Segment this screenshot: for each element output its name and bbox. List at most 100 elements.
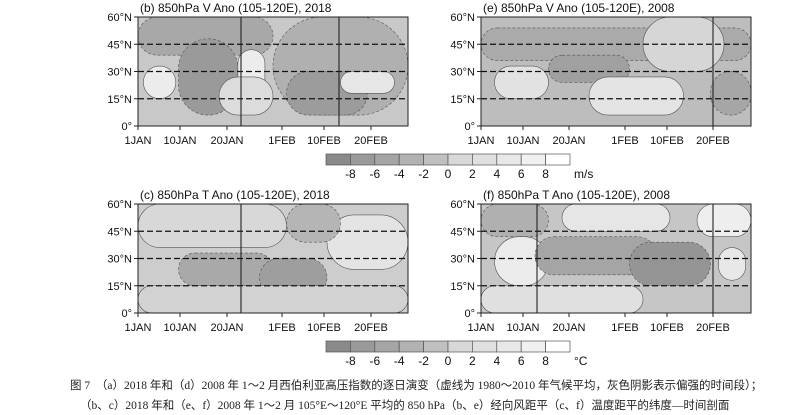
x-tick-label: 10FEB — [307, 322, 341, 334]
figure-canvas: (b) 850hPa V Ano (105-120E), 2018 60°N 45°… — [107, 1, 752, 368]
colorbar-swatch — [545, 153, 571, 166]
panel-b: (b) 850hPa V Ano (105-120E), 2018 60°N 45°… — [107, 1, 409, 147]
y-tick-label: 30°N — [450, 254, 475, 266]
y-tick-label: 60°N — [450, 12, 475, 24]
x-tick-label: 1FEB — [268, 135, 296, 147]
x-tick-label: 20FEB — [696, 322, 730, 334]
contour-region — [718, 247, 746, 281]
colorbar-label: 6 — [518, 167, 525, 181]
y-tick-label: 15°N — [450, 94, 475, 106]
x-tick-label: 20FEB — [354, 135, 388, 147]
colorbar-swatch — [325, 340, 351, 353]
y-tick-label: 45°N — [107, 39, 132, 51]
colorbar-label: -4 — [394, 167, 405, 181]
contour-region — [588, 76, 684, 116]
panel-title: (b) 850hPa V Ano (105-120E), 2018 — [140, 1, 332, 15]
colorbar-label: 0 — [445, 354, 452, 368]
y-tick-label: 45°N — [450, 226, 475, 238]
y-tick-label: 0° — [121, 121, 132, 133]
y-tick-label: 45°N — [450, 39, 475, 51]
x-tick-label: 1JAN — [125, 135, 152, 147]
panel-e: (e) 850hPa V Ano (105-120E), 2008 60°N 45°… — [450, 1, 752, 147]
colorbar-swatch — [496, 340, 522, 353]
contour-region — [137, 16, 274, 56]
x-tick-label: 1FEB — [268, 322, 296, 334]
x-tick-label: 20JAN — [210, 322, 243, 334]
y-tick-label: 0° — [121, 308, 132, 320]
panel-c: (c) 850hPa T Ano (105-120E), 2018 60°N 45°… — [107, 188, 409, 334]
colorbar-label: 8 — [542, 167, 549, 181]
colorbar-swatch — [350, 153, 376, 166]
panel-title: (c) 850hPa T Ano (105-120E), 2018 — [140, 188, 330, 202]
contour-region — [548, 54, 630, 83]
y-tick-label: 0° — [464, 121, 475, 133]
contour-region — [137, 203, 287, 248]
colorbar-swatch — [472, 340, 498, 353]
x-tick-label: 10JAN — [163, 135, 196, 147]
colorbar-label: -2 — [418, 354, 429, 368]
colorbar-label: -6 — [369, 354, 380, 368]
colorbar-swatch — [398, 153, 424, 166]
y-tick-label: 60°N — [107, 12, 132, 24]
x-tick-label: 20FEB — [696, 135, 730, 147]
contour-region — [480, 285, 644, 314]
y-tick-label: 60°N — [450, 199, 475, 211]
y-tick-label: 0° — [464, 308, 475, 320]
colorbar-swatch — [447, 153, 473, 166]
contour-region — [286, 203, 341, 243]
colorbar-label: -4 — [394, 354, 405, 368]
x-tick-label: 20JAN — [552, 135, 585, 147]
x-tick-label: 10JAN — [163, 322, 196, 334]
colorbar-label: 6 — [518, 354, 525, 368]
contour-region — [710, 71, 752, 116]
x-tick-label: 10JAN — [506, 322, 539, 334]
colorbar-swatch — [496, 153, 522, 166]
x-tick-label: 1FEB — [611, 135, 639, 147]
colorbar-swatch — [447, 340, 473, 353]
y-tick-label: 30°N — [107, 67, 132, 79]
y-tick-label: 15°N — [107, 281, 132, 293]
figure-caption-line2: （b、c）2018 年和（e、f）2008 年 1～2 月 105°E～120°… — [80, 400, 730, 412]
panel-title: (f) 850hPa T Ano (105-120E), 2008 — [483, 188, 670, 202]
colorbar-swatch — [520, 340, 546, 353]
colorbar-label: 0 — [445, 167, 452, 181]
y-tick-label: 30°N — [107, 254, 132, 266]
x-tick-label: 20JAN — [552, 322, 585, 334]
colorbar-label: -8 — [345, 167, 356, 181]
x-tick-label: 20JAN — [210, 135, 243, 147]
colorbar-swatch — [325, 153, 351, 166]
contour-region — [629, 241, 711, 287]
contour-region — [137, 285, 409, 314]
x-tick-label: 1JAN — [468, 322, 495, 334]
colorbar-label: 2 — [469, 167, 476, 181]
colorbar-label: -8 — [345, 354, 356, 368]
y-tick-label: 15°N — [450, 281, 475, 293]
x-tick-label: 1JAN — [468, 135, 495, 147]
contour-region — [340, 71, 395, 94]
colorbar-swatch — [398, 340, 424, 353]
contour-region — [218, 76, 274, 116]
x-tick-label: 20FEB — [354, 322, 388, 334]
colorbar-1: -8 -6 -4 -2 0 2 4 6 8 m/s — [325, 153, 593, 181]
colorbar-label: 4 — [493, 354, 500, 368]
x-tick-label: 10FEB — [307, 135, 341, 147]
colorbar-swatch — [545, 340, 571, 353]
colorbar-label: 2 — [469, 354, 476, 368]
y-tick-label: 60°N — [107, 199, 132, 211]
figure-caption-line1: 图 7 （a）2018 年和（d）2008 年 1～2 月西伯利亚高压指数的逐日… — [70, 380, 763, 392]
colorbar-swatch — [374, 340, 400, 353]
y-tick-label: 30°N — [450, 67, 475, 79]
colorbar-swatch — [423, 340, 449, 353]
y-tick-label: 45°N — [107, 226, 132, 238]
contour-region — [561, 203, 671, 232]
panel-title: (e) 850hPa V Ano (105-120E), 2008 — [483, 1, 675, 15]
x-tick-label: 10JAN — [506, 135, 539, 147]
colorbar-label: 8 — [542, 354, 549, 368]
colorbar-swatch — [423, 153, 449, 166]
colorbar-swatch — [374, 153, 400, 166]
colorbar-label: 4 — [493, 167, 500, 181]
colorbar-unit: m/s — [574, 167, 593, 181]
colorbar-label: -6 — [369, 167, 380, 181]
contour-region — [534, 236, 657, 276]
x-tick-label: 1JAN — [125, 322, 152, 334]
